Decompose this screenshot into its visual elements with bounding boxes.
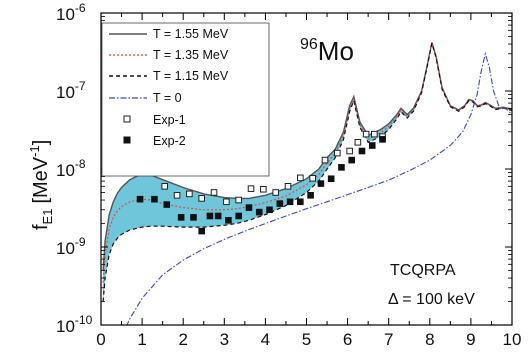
exp1-point [334,149,341,157]
exp2-point [379,136,386,143]
exp2-point [225,216,232,224]
exp1-point [173,192,181,199]
exp2-point [358,147,366,155]
y-tick-label: 10-8 [56,157,86,180]
exp2-point [255,208,263,216]
legend-marker-exp1 [123,115,131,123]
legend-entry-t155: T = 1.55 MeV [109,27,229,41]
exp2-point [136,195,144,203]
x-tick-label: 6 [343,330,352,349]
x-tick-label: 10 [503,330,522,349]
x-tick-label: 3 [220,330,229,349]
legend-label-t155: T = 1.55 MeV [153,27,229,41]
exp1-point [362,130,370,138]
method-label: TCQRPA [390,262,456,279]
y-tick-label: 10-9 [56,235,86,258]
x-tick-label: 9 [466,330,475,349]
legend-entry-t115: T = 1.15 MeV [109,69,229,83]
legend-label-t115: T = 1.15 MeV [153,69,229,83]
exp2-point [177,214,185,221]
exp2-point [214,212,222,220]
smearing-label: Δ = 100 keV [388,291,475,308]
exp2-point [338,164,345,171]
exp1-point [354,138,362,146]
legend-label-t0: T = 0 [153,91,182,105]
exp2-point [151,195,158,203]
exp2-point [198,227,205,235]
exp1-point [198,195,205,202]
legend-entry-exp2: Exp-2 [123,134,186,148]
exp2-point [348,156,356,164]
axis-ticks [100,12,513,326]
legend-box [101,22,270,177]
legend-marker-exp2 [123,136,131,144]
exp2-point [307,192,314,199]
y-tick-label: 10-6 [56,1,86,24]
exp2-point [266,206,273,214]
exp2-point [368,142,376,149]
exp2-point [206,212,214,220]
y-tick-label: 10-7 [56,79,86,102]
x-tick-label: 4 [261,330,270,349]
legend: T = 1.55 MeV T = 1.35 MeV T = 1.15 MeV T… [101,22,270,177]
legend-entry-t0: T = 0 [109,91,182,105]
x-tick-label: 5 [302,330,311,349]
exp1-point [371,130,378,138]
exp2-point [190,214,197,221]
exp1-point [272,189,279,196]
exp1-point [260,185,267,193]
experimental-points [136,130,386,235]
exp1-point [284,183,292,190]
legend-entry-t135: T = 1.35 MeV [109,48,229,62]
x-tick-label: 1 [137,330,146,349]
exp1-point [235,196,242,204]
legend-label-exp1: Exp-1 [153,113,186,127]
exp2-point [163,201,171,208]
exp1-point [186,190,193,198]
exp1-point [297,174,304,182]
y-axis-label: fE1[MeV-1] [27,140,55,230]
exp2-point [276,200,284,207]
exp2-point [235,212,242,220]
exp1-point [247,185,255,192]
nucleus-label: 96Mo [300,36,354,66]
exp1-point [346,147,353,155]
legend-label-t135: T = 1.35 MeV [153,48,229,62]
series-line-t115 [102,43,512,302]
exp1-point [210,189,218,196]
exp2-point [245,204,253,211]
legend-entry-exp1: Exp-1 [123,113,186,127]
series-line-t0 [126,51,512,325]
x-tick-label: 7 [384,330,393,349]
exp1-point [321,156,329,164]
y-tick-label: 10-10 [56,313,93,336]
legend-label-exp2: Exp-2 [153,134,186,148]
exp1-point [161,183,169,190]
x-tick-label: 2 [178,330,187,349]
exp2-point [317,180,325,187]
exp1-point [223,198,230,206]
exp2-point [297,198,304,206]
x-tick-label: 0 [96,330,105,349]
exp2-point [286,198,294,206]
tick-labels: 0 1 2 3 4 5 6 7 8 9 10 10-10 10-9 10-8 10-7 10-6 [56,1,521,349]
exp2-point [327,175,335,183]
x-tick-label: 8 [425,330,434,349]
exp1-point [309,174,316,182]
